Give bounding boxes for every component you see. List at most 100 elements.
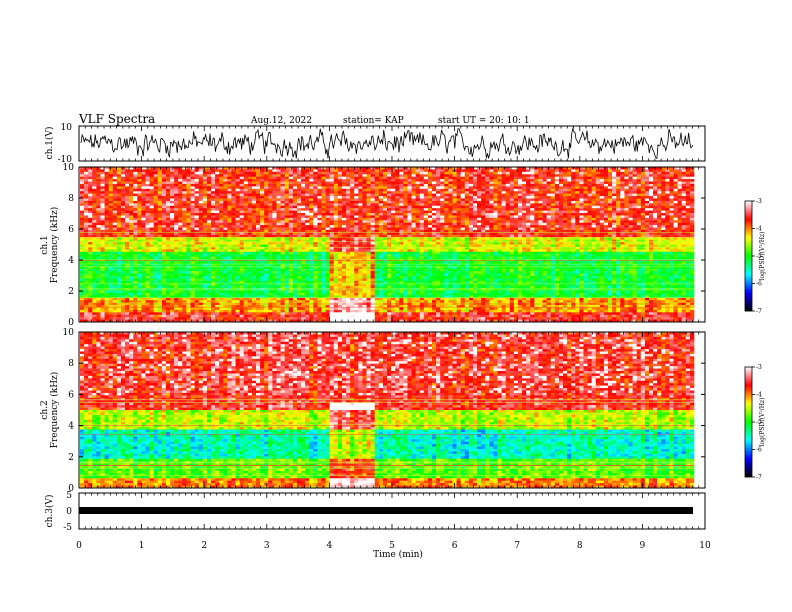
spectrogram-cell: [104, 249, 109, 253]
spectrogram-cell: [362, 200, 367, 204]
spectrogram-cell: [346, 205, 351, 209]
spectrogram-cell: [84, 193, 89, 197]
spectrogram-cell: [80, 254, 85, 257]
spectrogram-cell: [210, 227, 216, 231]
spectrogram-cell: [329, 268, 335, 272]
spectrogram-cell: [280, 191, 285, 194]
spectrogram-cell: [186, 217, 191, 221]
spectrogram-cell: [120, 280, 126, 284]
spectrogram-cell: [157, 305, 163, 308]
spectrogram-cell: [243, 244, 249, 248]
spectrogram-cell: [268, 307, 273, 311]
spectrogram-cell: [182, 239, 187, 243]
spectrogram-cell: [210, 174, 216, 177]
spectrogram-cell: [292, 167, 298, 170]
spectrogram-cell: [149, 312, 154, 316]
spectrogram-cell: [239, 317, 245, 320]
spectrogram-cell: [276, 234, 281, 238]
spectrogram-cell: [309, 297, 314, 301]
spectrogram-cell: [288, 205, 294, 209]
spectrogram-cell: [153, 200, 159, 204]
spectrogram-cell: [374, 254, 380, 257]
spectrogram-cell: [382, 227, 388, 231]
spectrogram-cell: [104, 174, 109, 177]
spectrogram-cell: [395, 222, 400, 226]
spectrogram-cell: [280, 183, 285, 187]
spectrogram-cell: [235, 198, 240, 202]
spectrogram-cell: [161, 200, 167, 204]
station-label: station= KAP: [343, 116, 404, 126]
spectrogram-cell: [391, 244, 396, 248]
spectrogram-cell: [182, 275, 187, 279]
spectrogram-cell: [194, 275, 199, 279]
spectrogram-cell: [325, 217, 330, 221]
spectrogram-cell: [337, 314, 343, 318]
spectrogram-cell: [387, 317, 392, 320]
spectrogram-cell: [215, 217, 220, 221]
spectrogram-cell: [341, 229, 347, 233]
spectrogram-cell: [317, 232, 322, 236]
spectrogram-cell: [96, 288, 101, 291]
spectrogram-cell: [108, 268, 114, 272]
spectrogram-cell: [219, 220, 224, 223]
spectrogram-cell: [382, 251, 388, 255]
spectrogram-cell: [391, 314, 396, 318]
spectrogram-cell: [309, 227, 314, 231]
spectrogram-cell: [198, 225, 204, 228]
spectrogram-cell: [145, 237, 150, 240]
spectrogram-cell: [206, 261, 212, 265]
spectrogram-cell: [120, 193, 126, 197]
spectrogram-cell: [366, 242, 371, 245]
spectrogram-cell: [280, 227, 285, 231]
spectrogram-cell: [92, 263, 97, 267]
spectrogram-cell: [153, 171, 159, 175]
spectrogram-cell: [96, 251, 101, 255]
spectrogram-cell: [382, 193, 388, 197]
spectrogram-cell: [219, 290, 224, 294]
spectrogram-cell: [137, 288, 142, 291]
spectrogram-cell: [84, 259, 89, 262]
spectrogram-cell: [165, 273, 171, 277]
spectrogram-cell: [125, 244, 130, 248]
spectrogram-cell: [210, 290, 216, 294]
spectrogram-cell: [210, 213, 216, 216]
spectrogram-cell: [321, 251, 326, 255]
spectrogram-cell: [206, 271, 212, 274]
spectrogram-cell: [125, 251, 130, 255]
spectrogram-cell: [382, 319, 388, 323]
spectrogram-cell: [125, 181, 130, 185]
spectrogram-cell: [219, 246, 224, 250]
spectrogram-cell: [374, 300, 380, 303]
spectrogram-cell: [329, 198, 335, 202]
spectrogram-cell: [223, 186, 228, 190]
spectrogram-cell: [206, 191, 212, 194]
spectrogram-cell: [157, 208, 163, 211]
spectrogram-cell: [243, 217, 249, 221]
spectrogram-cell: [264, 225, 269, 228]
spectrogram-cell: [374, 191, 380, 194]
spectrogram-cell: [223, 259, 228, 262]
spectrogram-cell: [284, 256, 290, 260]
spectrogram-cell: [329, 244, 335, 248]
spectrogram-cell: [333, 213, 339, 216]
spectrogram-cell: [325, 244, 330, 248]
spectrogram-cell: [256, 309, 261, 313]
spectrogram-cell: [378, 169, 384, 173]
spectrogram-cell: [321, 297, 326, 301]
spectrogram-cell: [358, 229, 363, 233]
spectrogram-cell: [215, 183, 220, 187]
spectrogram-cell: [153, 275, 159, 279]
spectrogram-cell: [182, 188, 187, 192]
spectrogram-cell: [239, 196, 245, 199]
spectrogram-cell: [260, 283, 265, 286]
spectrogram-cell: [387, 176, 392, 180]
spectrogram-cell: [321, 227, 326, 231]
spectrogram-cell: [374, 305, 380, 308]
spectrogram-cell: [341, 179, 347, 182]
spectrogram-cell: [92, 307, 97, 311]
spectrogram-cell: [362, 290, 367, 294]
spectrogram-cell: [260, 314, 265, 318]
spectrogram-cell: [170, 266, 175, 270]
spectrogram-cell: [104, 239, 109, 243]
spectrogram-cell: [137, 283, 142, 286]
